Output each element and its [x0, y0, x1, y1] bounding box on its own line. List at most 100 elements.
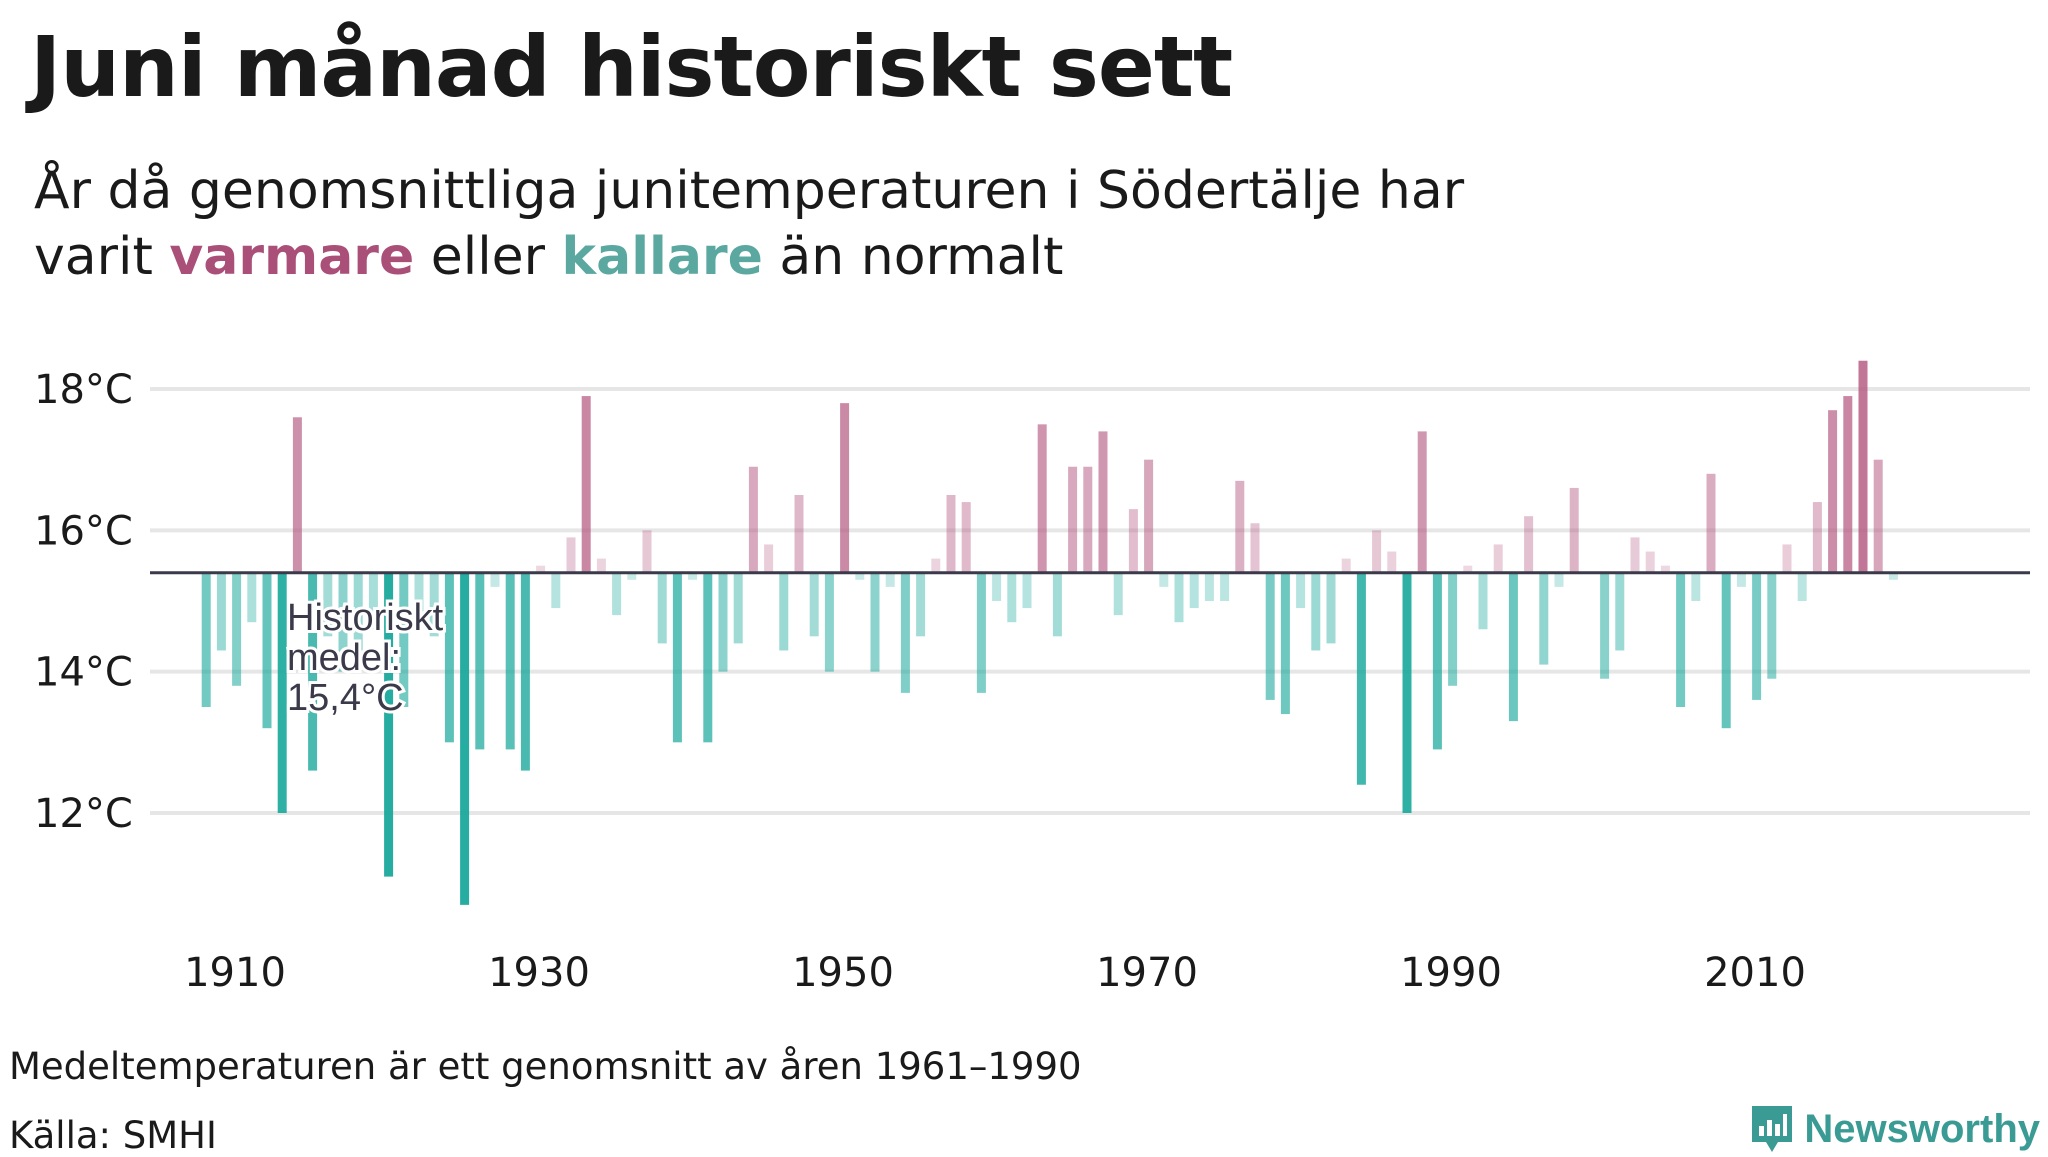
bar-1955: [870, 572, 880, 672]
bar-1919: [323, 572, 333, 637]
y-tick-label: 14°C: [34, 650, 133, 696]
bar-1928: [460, 572, 470, 905]
bar-2017: [1812, 502, 1822, 573]
bar-1980: [1250, 523, 1260, 573]
bar-1978: [1220, 572, 1230, 601]
brand-name: Newsworthy: [1804, 1106, 2040, 1151]
bar-1918: [308, 572, 318, 771]
bar-2016: [1797, 572, 1807, 601]
bar-1952: [824, 572, 834, 672]
bar-1985: [1326, 572, 1336, 644]
subtitle-prefix: varit: [34, 227, 153, 287]
bar-1981: [1265, 572, 1275, 700]
bar-2018: [1828, 410, 1838, 573]
bar-1948: [764, 544, 774, 573]
bar-2021: [1873, 459, 1883, 573]
subtitle-middle: eller: [430, 227, 546, 287]
y-tick-label: 18°C: [34, 367, 133, 413]
bar-1998: [1524, 516, 1534, 573]
bar-1971: [1113, 572, 1123, 616]
newsworthy-logo-icon: [1752, 1106, 1793, 1152]
y-axis: 12°C 14°C 16°C 18°C: [34, 367, 133, 837]
bar-1997: [1508, 572, 1518, 722]
bar-1983: [1296, 572, 1306, 609]
bar-1950: [794, 495, 804, 573]
x-tick-label: 1990: [1400, 950, 1502, 996]
bar-2020: [1858, 360, 1868, 573]
bar-1967: [1052, 572, 1062, 637]
bar-2008: [1676, 572, 1686, 707]
bar-2014: [1767, 572, 1777, 679]
bar-2012: [1736, 572, 1746, 587]
bar-1922: [368, 572, 378, 630]
bar-1960: [946, 495, 956, 573]
bar-2000: [1554, 572, 1564, 587]
bar-1937: [596, 558, 606, 573]
bar-1964: [1007, 572, 1017, 623]
bar-1916: [277, 572, 287, 813]
bar-1991: [1417, 431, 1427, 573]
bar-1936: [581, 396, 591, 573]
temperature-bar-chart: 12°C 14°C 16°C 18°C 1910 1930 1950 1970 1990 201…: [34, 360, 2030, 996]
bar-1957: [900, 572, 910, 693]
subtitle-suffix: än normalt: [779, 227, 1064, 287]
bar-1914: [247, 572, 257, 623]
bar-2001: [1569, 487, 1579, 573]
bar-1977: [1204, 572, 1214, 601]
bar-1951: [809, 572, 819, 637]
bar-1982: [1280, 572, 1290, 715]
bar-1961: [961, 502, 971, 573]
bar-1994: [1463, 565, 1473, 573]
bar-1974: [1159, 572, 1169, 587]
bar-1975: [1174, 572, 1184, 623]
subtitle-cold-word: kallare: [561, 227, 763, 287]
bar-1969: [1083, 466, 1093, 573]
y-tick-label: 12°C: [34, 791, 133, 837]
bar-1968: [1068, 466, 1078, 573]
bar-1917: [292, 417, 302, 573]
bar-2007: [1660, 565, 1670, 573]
bar-2005: [1630, 537, 1640, 573]
bar-1963: [992, 572, 1002, 601]
bar-1943: [688, 572, 698, 580]
bar-1954: [855, 572, 865, 580]
chart-title: Juni månad historiskt sett: [30, 18, 1233, 116]
bar-1966: [1037, 424, 1047, 573]
x-tick-label: 2010: [1704, 950, 1806, 996]
bar-1921: [353, 572, 363, 651]
bar-1973: [1144, 459, 1154, 573]
bar-2009: [1691, 572, 1701, 601]
bar-1956: [885, 572, 895, 587]
bar-1942: [672, 572, 682, 743]
bar-2015: [1782, 544, 1792, 573]
bar-1992: [1432, 572, 1442, 750]
footnote: Medeltemperaturen är ett genomsnitt av å…: [9, 1045, 1082, 1088]
x-tick-label: 1970: [1096, 950, 1198, 996]
bar-1913: [232, 572, 242, 686]
subtitle-warm-word: varmare: [169, 227, 415, 287]
bar-1979: [1235, 480, 1245, 573]
bar-1915: [262, 572, 272, 729]
y-tick-label: 16°C: [34, 508, 133, 554]
bar-1927: [444, 572, 454, 743]
bar-1962: [976, 572, 986, 693]
bar-1986: [1341, 558, 1351, 573]
subtitle-line-2: varit varmare eller kallare än normalt: [34, 224, 1464, 290]
bar-1995: [1478, 572, 1488, 630]
bar-1988: [1372, 530, 1382, 573]
bar-1947: [748, 466, 758, 573]
brand[interactable]: Newsworthy: [1750, 1104, 2040, 1154]
bar-1934: [551, 572, 561, 609]
bar-1924: [399, 572, 409, 707]
bar-2019: [1843, 396, 1853, 573]
bar-1945: [718, 572, 728, 672]
bar-1976: [1189, 572, 1199, 609]
x-tick-label: 1950: [792, 950, 894, 996]
bar-2006: [1645, 551, 1655, 573]
x-tick-label: 1930: [488, 950, 590, 996]
bar-1932: [520, 572, 530, 771]
bar-1987: [1356, 572, 1366, 785]
bar-1933: [536, 565, 546, 573]
bar-1984: [1311, 572, 1321, 651]
